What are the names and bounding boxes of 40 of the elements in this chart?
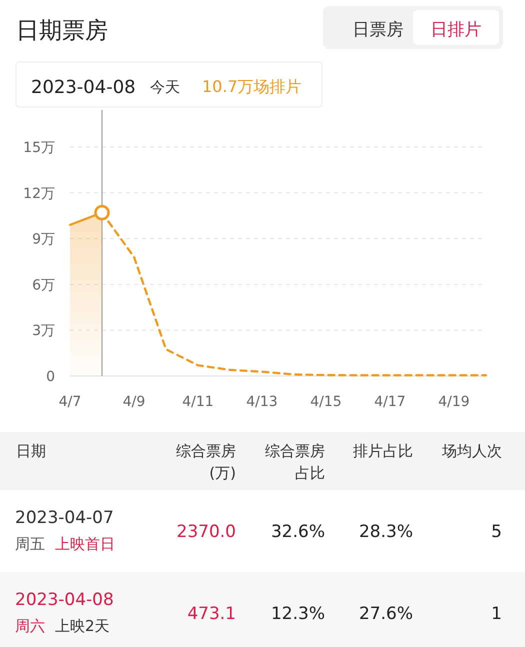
text: 12.3%	[270, 604, 325, 624]
text: 5	[491, 522, 502, 542]
y-tick-label: 12万	[23, 186, 55, 202]
y-tick-label: 0	[46, 369, 55, 385]
x-tick-label: 4/7	[58, 394, 82, 410]
text: 2023-04-08	[31, 77, 136, 98]
text: 今天	[150, 78, 180, 96]
text: 10.7万场排片	[202, 77, 302, 96]
y-tick-label: 6万	[32, 277, 55, 294]
y-tick-label: 9万	[32, 232, 55, 248]
text: (万)	[209, 464, 236, 482]
y-tick-label: 3万	[32, 323, 55, 340]
text: 32.6%	[270, 522, 325, 542]
text: 2023-04-08	[15, 590, 114, 610]
text: 2370.0	[176, 522, 236, 542]
text: 场均人次	[441, 442, 502, 460]
text: 28.3%	[358, 522, 413, 542]
text: 周五	[15, 535, 45, 553]
x-tick-label: 4/11	[182, 394, 214, 410]
text: 日票房	[352, 20, 404, 40]
text: 综合票房	[265, 442, 325, 460]
y-tick-label: 15万	[23, 140, 55, 156]
x-tick-label: 4/9	[122, 394, 146, 410]
text: 周六	[15, 617, 45, 635]
text: 1	[491, 604, 502, 624]
text: 占比	[295, 464, 325, 482]
text: 上映2天	[55, 617, 110, 635]
text: 2023-04-07	[15, 508, 114, 528]
text: 日期	[16, 442, 46, 460]
text: 综合票房	[176, 442, 236, 460]
text: 排片占比	[353, 442, 413, 460]
x-tick-label: 4/15	[310, 394, 342, 410]
text: 27.6%	[358, 604, 413, 624]
chart-title: 日期票房	[16, 18, 108, 44]
x-tick-label: 4/19	[438, 394, 470, 410]
text: 日排片	[430, 20, 482, 40]
text: 上映首日	[55, 535, 115, 553]
x-tick-label: 4/13	[246, 394, 278, 410]
text: 473.1	[187, 604, 236, 624]
x-tick-label: 4/17	[374, 394, 406, 410]
